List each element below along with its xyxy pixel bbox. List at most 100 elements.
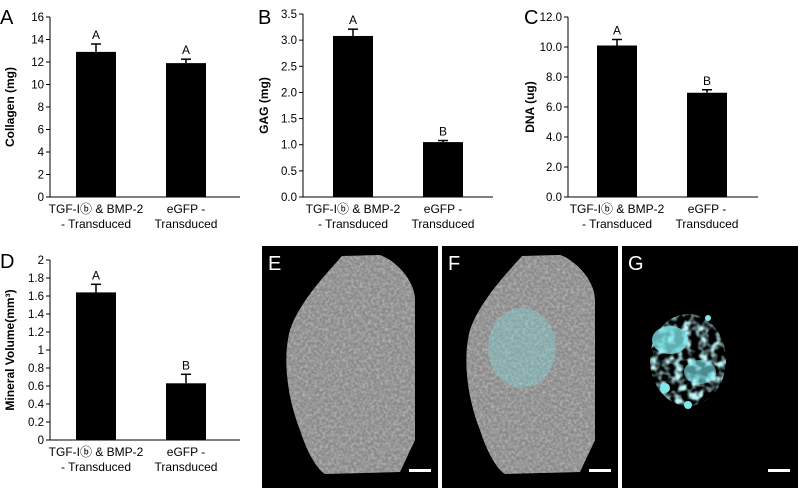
mineral-deposit — [660, 383, 670, 393]
y-tick-label: 12.0 — [540, 12, 562, 24]
x-tick-label: eGFP -Transduced — [155, 202, 218, 231]
x-tick-label-line: - Transduced — [61, 460, 131, 474]
x-tick-label: TGF-Iⓑ & BMP-2- Transduced — [306, 202, 401, 231]
y-tick-label: 1.6 — [28, 291, 44, 303]
panel-label-g: G — [628, 253, 644, 275]
significance-label: A — [349, 13, 357, 27]
y-tick-label: 0.2 — [28, 417, 44, 429]
y-tick-label: 1.0 — [281, 140, 297, 152]
y-tick-label: 6 — [38, 125, 44, 137]
panel-label-e: E — [268, 253, 281, 275]
x-tick-label-line: Transduced — [155, 217, 218, 231]
x-tick-label-line: - Transduced — [582, 217, 652, 231]
y-tick-label: 0.8 — [28, 363, 44, 375]
y-tick-label: 4.0 — [546, 132, 562, 144]
y-tick-label: 1.4 — [28, 309, 45, 321]
bar — [333, 35, 373, 198]
chart-c: C 0.0 2.0 4.0 6.0 8.0 10.0 12.0 DNA (ug) A TGF-Iⓑ … — [523, 7, 758, 231]
y-tick-label: 12 — [31, 57, 44, 69]
y-tick-label: 4 — [38, 147, 45, 159]
y-tick-label: 2 — [38, 255, 44, 267]
x-tick-label: TGF-Iⓑ & BMP-2- Transduced — [49, 202, 144, 231]
significance-label: A — [182, 43, 190, 57]
mineral-deposit — [684, 360, 716, 384]
y-tick-label: 2 — [38, 170, 44, 182]
y-tick-label: 2.0 — [546, 162, 562, 174]
x-tick-label-line: Transduced — [155, 460, 218, 474]
mineral-deposit — [705, 315, 711, 321]
x-tick-label-line: - Transduced — [61, 217, 131, 231]
scale-bar — [768, 469, 790, 472]
x-tick-label-line: TGF-Iⓑ & BMP-2 — [306, 202, 401, 216]
x-tick-label-line: TGF-Iⓑ & BMP-2 — [570, 202, 665, 216]
y-tick-label: 0.6 — [28, 381, 44, 393]
y-tick-label: 1.2 — [28, 327, 44, 339]
y-tick-label: 0 — [38, 435, 44, 447]
y-tick-label: 8 — [38, 102, 44, 114]
x-tick-label: eGFP -Transduced — [676, 202, 739, 231]
y-tick-label: 0.4 — [28, 399, 45, 411]
panel-label-f: F — [448, 253, 460, 275]
x-tick-label-line: - Transduced — [318, 217, 388, 231]
bar — [166, 383, 206, 440]
chart-b: B 0.0 0.5 1.0 1.5 2.0 2.5 3.0 3.5 GAG (mg) A TGF-Iⓑ… — [257, 7, 493, 231]
bar — [597, 45, 637, 197]
y-tick-label: 2.0 — [281, 87, 297, 99]
y-tick-label: 0.0 — [281, 192, 297, 204]
significance-label: B — [703, 74, 711, 88]
mineral-overlay — [488, 308, 556, 388]
x-tick-label-line: eGFP - — [167, 202, 205, 216]
x-tick-label-line: Transduced — [412, 217, 475, 231]
y-axis-title: Collagen (mg) — [3, 67, 17, 147]
x-tick-label-line: Transduced — [676, 217, 739, 231]
y-tick-label: 10 — [31, 80, 44, 92]
significance-label: A — [92, 28, 100, 42]
y-tick-label: 1.5 — [281, 114, 297, 126]
significance-label: A — [613, 24, 621, 38]
y-tick-label: 6.0 — [546, 102, 562, 114]
y-tick-label: 10.0 — [540, 42, 562, 54]
x-tick-label: eGFP -Transduced — [412, 202, 475, 231]
bar — [423, 142, 463, 197]
x-tick-label-line: TGF-Iⓑ & BMP-2 — [49, 202, 144, 216]
mineral-deposit — [684, 401, 692, 409]
bar — [687, 92, 727, 197]
image-panel-f: F — [442, 246, 618, 488]
mineral-deposit — [652, 326, 688, 354]
panel-label-b: B — [258, 7, 271, 29]
y-axis-title: DNA (ug) — [523, 81, 537, 133]
significance-label: A — [92, 268, 100, 282]
x-tick-label-line: eGFP - — [688, 202, 726, 216]
x-tick-label: eGFP -Transduced — [155, 445, 218, 474]
y-tick-label: 8.0 — [546, 72, 562, 84]
bar — [166, 63, 206, 197]
panel-label-c: C — [524, 7, 538, 29]
bar — [76, 292, 116, 440]
y-tick-label: 16 — [31, 12, 44, 24]
x-tick-label: TGF-Iⓑ & BMP-2- Transduced — [570, 202, 665, 231]
y-tick-label: 0.5 — [281, 166, 297, 178]
x-tick-label: TGF-Iⓑ & BMP-2- Transduced — [49, 445, 144, 474]
y-tick-label: 1.8 — [28, 273, 44, 285]
scale-bar — [589, 469, 611, 472]
scale-bar — [409, 469, 431, 472]
y-tick-label: 3.0 — [281, 35, 297, 47]
y-tick-label: 14 — [31, 35, 44, 47]
chart-a: A 0 2 4 6 8 10 12 14 16 Collagen (mg) A TGF-Iⓑ & BMP… — [0, 7, 240, 231]
chart-d: D 0 0.2 0.4 0.6 0.8 1 1.2 1.4 1.6 1.8 2 Mineral Volu… — [0, 251, 240, 474]
significance-label: B — [182, 358, 190, 372]
y-axis-title: GAG (mg) — [257, 77, 271, 134]
y-tick-label: 0 — [38, 192, 44, 204]
x-tick-label-line: eGFP - — [167, 445, 205, 459]
panel-label-d: D — [0, 251, 14, 273]
y-tick-label: 2.5 — [281, 61, 297, 73]
y-axis-title: Mineral Volume(mm³) — [3, 289, 17, 410]
bar — [76, 51, 116, 197]
significance-label: B — [439, 125, 447, 139]
image-panel-g: G — [622, 246, 798, 488]
image-panel-e: E — [262, 246, 438, 488]
y-tick-label: 1 — [38, 345, 44, 357]
x-tick-label-line: TGF-Iⓑ & BMP-2 — [49, 445, 144, 459]
